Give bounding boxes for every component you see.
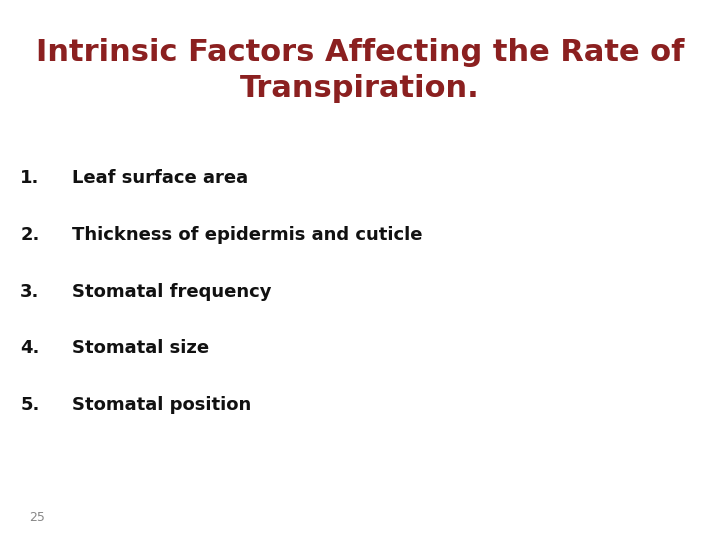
Text: Thickness of epidermis and cuticle: Thickness of epidermis and cuticle [72, 226, 423, 244]
Text: Stomatal position: Stomatal position [72, 396, 251, 414]
Text: Leaf surface area: Leaf surface area [72, 169, 248, 187]
Text: Intrinsic Factors Affecting the Rate of
Transpiration.: Intrinsic Factors Affecting the Rate of … [36, 38, 684, 103]
Text: 2.: 2. [20, 226, 40, 244]
Text: 5.: 5. [20, 396, 40, 414]
Text: Stomatal size: Stomatal size [72, 339, 209, 357]
Text: 4.: 4. [20, 339, 40, 357]
Text: 1.: 1. [20, 169, 40, 187]
Text: 3.: 3. [20, 282, 40, 301]
Text: Stomatal frequency: Stomatal frequency [72, 282, 271, 301]
Text: 25: 25 [29, 511, 45, 524]
